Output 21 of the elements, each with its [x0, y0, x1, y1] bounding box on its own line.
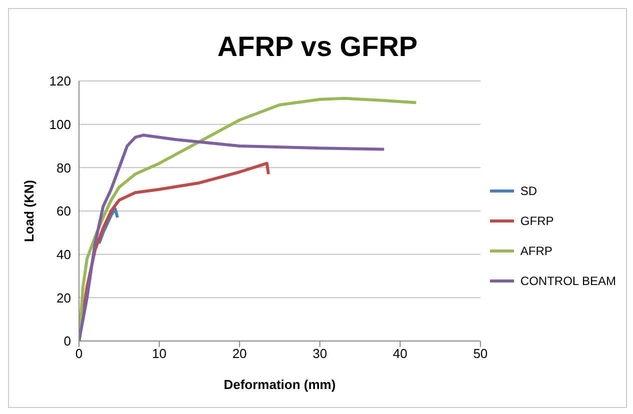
legend-label: GFRP	[520, 214, 554, 228]
y-axis-title: Load (KN)	[22, 180, 37, 242]
chart-title: AFRP vs GFRP	[216, 31, 419, 64]
y-tick-label: 120	[49, 74, 71, 89]
y-tick-label: 40	[56, 246, 71, 262]
y-tick-label: 80	[56, 160, 71, 176]
legend-label: AFRP	[520, 244, 552, 258]
x-tick-label: 30	[312, 346, 328, 362]
y-tick-label: 60	[56, 204, 71, 219]
y-tick-label: 20	[56, 290, 71, 306]
x-axis-title: Deformation (mm)	[224, 377, 336, 392]
y-tick-label: 0	[64, 334, 71, 349]
x-tick-label: 0	[75, 346, 83, 362]
legend-label: SD	[520, 184, 538, 198]
legend-label: CONTROL BEAM	[520, 274, 616, 288]
x-tick-label: 10	[152, 346, 167, 362]
x-tick-label: 50	[473, 346, 488, 362]
x-tick-label: 40	[392, 346, 408, 362]
y-tick-label: 100	[49, 116, 71, 132]
line-series	[79, 134, 386, 341]
x-tick-label: 20	[232, 346, 247, 362]
